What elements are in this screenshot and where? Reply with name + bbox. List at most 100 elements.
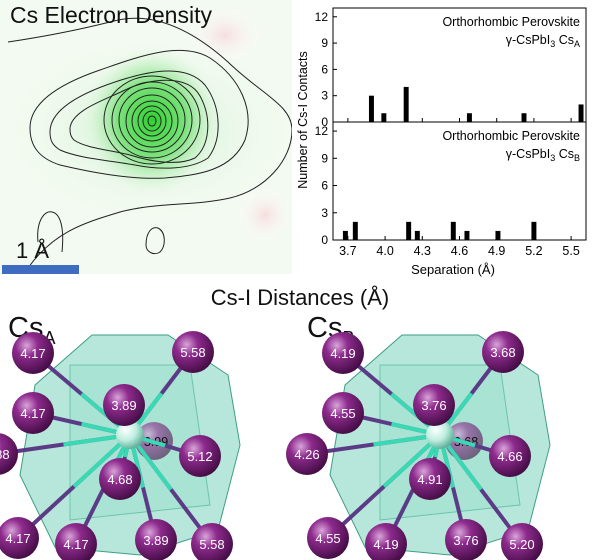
distance-label: 4.17	[63, 537, 88, 552]
density-contour	[103, 75, 201, 165]
contact-histogram: 0 3 6 9 12 Orthorhombic Perovskite γ-CsPbI3 Cs…	[296, 7, 587, 277]
y-tick-label: 6	[321, 179, 328, 193]
distance-label: 4.55	[330, 406, 355, 421]
iodine-atom	[322, 392, 364, 434]
distance-label: 4.55	[315, 531, 340, 546]
cesium-atom	[426, 421, 454, 449]
histogram-bar	[352, 221, 358, 240]
distance-label: 5.12	[187, 449, 212, 464]
electron-density-panel: Cs Electron Density 1 Å	[0, 0, 300, 274]
iodine-atom	[489, 435, 531, 477]
iodine-atom	[501, 523, 543, 560]
histogram-bar	[521, 113, 527, 122]
panel-title-line1: Orthorhombic Perovskite	[442, 15, 580, 29]
iodine-atom	[99, 458, 141, 500]
y-tick-label: 0	[321, 233, 328, 247]
iodine-atom	[0, 517, 39, 559]
distance-label: 3.89	[143, 533, 168, 548]
x-tick-label: 5.5	[562, 244, 579, 258]
density-contour	[118, 87, 186, 153]
x-tick-label: 4.3	[414, 244, 431, 258]
distance-label: 4.19	[330, 346, 355, 361]
y-axis-label: Number of Cs-I Contacts	[296, 51, 310, 189]
iodine-atom	[365, 523, 407, 560]
cs-b-structure: 3.684.193.684.553.764.264.664.914.554.19…	[286, 331, 551, 560]
iodine-atom	[179, 435, 221, 477]
histogram-bar	[466, 113, 472, 122]
iodine-atom	[12, 392, 54, 434]
iodine-atom	[0, 433, 18, 475]
histogram-bar	[495, 230, 501, 240]
y-tick-label: 9	[321, 151, 328, 165]
panel-title-line2: γ-CsPbI3 CsB	[506, 147, 580, 163]
distance-label: 3.88	[0, 447, 10, 462]
iodine-atom	[55, 523, 97, 560]
scale-bar	[2, 265, 79, 274]
y-tick-label: 3	[321, 206, 328, 220]
distance-label: 4.68	[107, 472, 132, 487]
distance-label: 5.58	[199, 537, 224, 552]
iodine-atom	[409, 458, 451, 500]
distance-label: 3.76	[421, 398, 446, 413]
iodine-atom	[286, 433, 328, 475]
distances-title: Cs-I Distances (Å)	[210, 285, 390, 310]
distance-label: 4.66	[497, 449, 522, 464]
density-contour	[145, 227, 165, 255]
iodine-atom	[135, 519, 177, 560]
histogram-bar	[450, 221, 456, 240]
density-contour	[142, 110, 162, 132]
distance-label: 4.17	[20, 346, 45, 361]
x-tick-label: 4.6	[451, 244, 468, 258]
density-contour	[7, 17, 293, 269]
density-contour	[137, 105, 167, 137]
iodine-atom	[103, 384, 145, 426]
density-contour	[37, 211, 64, 253]
coordination-structures: 3.994.175.584.173.893.885.124.684.174.17…	[0, 331, 551, 560]
iodine-atom	[12, 332, 54, 374]
distance-label: 4.26	[294, 447, 319, 462]
histogram-bar	[368, 95, 374, 122]
panel-title-line1: Orthorhombic Perovskite	[442, 129, 580, 143]
y-tick-label: 9	[321, 36, 328, 50]
histogram-bar	[531, 221, 537, 240]
distance-label: 4.17	[5, 531, 30, 546]
distance-label: 5.58	[180, 345, 205, 360]
iodine-atom	[191, 523, 233, 560]
distance-label: 3.89	[111, 398, 136, 413]
density-contour	[131, 100, 173, 142]
density-contour	[29, 49, 249, 179]
y-tick-label: 6	[321, 62, 328, 76]
distance-label: 4.17	[20, 406, 45, 421]
iodine-atom	[307, 517, 349, 559]
density-title: Cs Electron Density	[10, 2, 212, 28]
iodine-atom	[413, 384, 455, 426]
x-tick-label: 3.7	[339, 244, 356, 258]
iodine-atom	[322, 332, 364, 374]
density-contour	[125, 94, 179, 148]
y-tick-label: 0	[321, 115, 328, 129]
x-axis-label: Separation (Å)	[411, 262, 495, 277]
iodine-atom	[172, 331, 214, 373]
histogram-bars	[342, 86, 584, 240]
histogram-bar	[464, 230, 470, 240]
histogram-bar	[414, 230, 420, 240]
density-contour	[69, 79, 209, 163]
histogram-ticks: 0 3 6 9 12 Orthorhombic Perovskite γ-CsPbI3 Cs…	[315, 10, 580, 258]
electron-density-map	[0, 0, 300, 274]
x-tick-label: 4.9	[488, 244, 505, 258]
density-contour	[111, 81, 193, 159]
distance-label: 4.91	[417, 472, 442, 487]
iodine-atom	[482, 331, 524, 373]
panel-title-line2: γ-CsPbI3 CsA	[506, 33, 580, 49]
y-tick-label: 12	[315, 10, 329, 24]
histogram-bar	[342, 230, 348, 240]
density-contour	[147, 115, 157, 127]
distance-label: 3.68	[490, 345, 515, 360]
cs-a-structure: 3.994.175.584.173.893.885.124.684.174.17…	[0, 331, 241, 560]
distance-label: 5.20	[509, 537, 534, 552]
y-tick-label: 12	[315, 124, 329, 138]
histogram-bar	[406, 221, 412, 240]
x-tick-label: 4.0	[376, 244, 393, 258]
x-tick-label: 5.2	[525, 244, 542, 258]
distance-label: 4.19	[373, 537, 398, 552]
